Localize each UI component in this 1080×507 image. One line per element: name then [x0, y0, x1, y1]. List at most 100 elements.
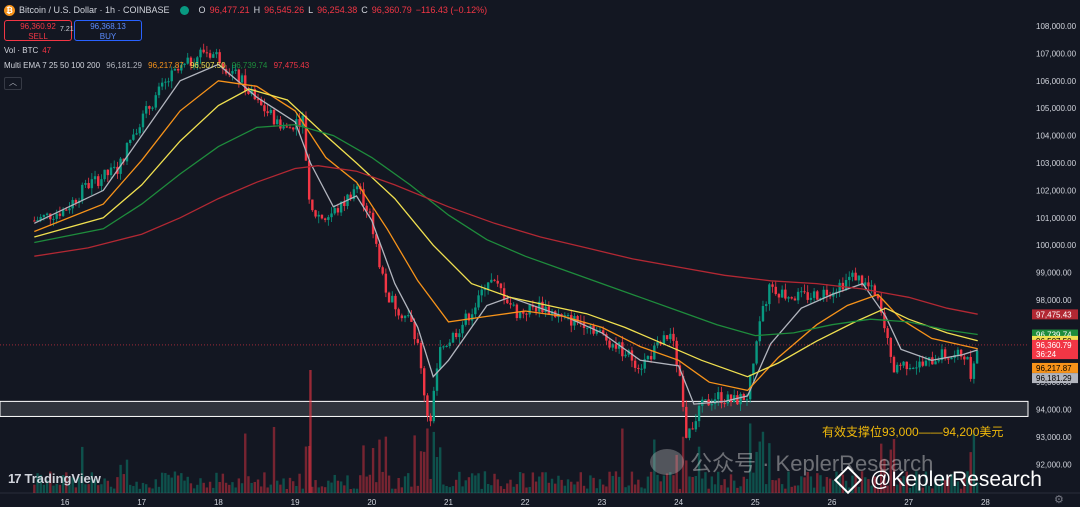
- candle-body: [764, 304, 768, 307]
- candle-body: [601, 330, 605, 335]
- volume-bar: [285, 488, 288, 493]
- volume-bar: [87, 484, 90, 493]
- volume-bar: [33, 484, 36, 493]
- candle-body: [822, 289, 825, 299]
- candle-body: [244, 75, 247, 91]
- candle-body: [570, 315, 573, 326]
- volume-bar: [279, 484, 282, 493]
- symbol-title[interactable]: Bitcoin / U.S. Dollar · 1h · COINBASE: [19, 5, 170, 15]
- candle-body: [381, 267, 384, 274]
- candle-body: [806, 292, 809, 300]
- candle-body: [157, 86, 161, 96]
- candle-body: [646, 356, 650, 360]
- volume-bar: [132, 486, 135, 493]
- volume-bar: [68, 484, 71, 493]
- volume-legend[interactable]: Vol · BTC 47: [4, 46, 51, 55]
- candle-body: [164, 81, 167, 83]
- candle-body: [595, 330, 598, 334]
- time-tick-label: 19: [291, 498, 300, 507]
- volume-bar: [806, 471, 809, 493]
- volume-bar: [915, 471, 918, 493]
- candle-body: [688, 428, 691, 438]
- volume-bar: [442, 484, 445, 493]
- candle-body: [947, 358, 950, 360]
- ema200-value: 97,475.43: [273, 61, 310, 70]
- price-tick-label: 105,000.00: [1036, 104, 1077, 113]
- volume-bar: [263, 472, 266, 493]
- candle-body: [752, 363, 755, 375]
- volume-bar: [490, 485, 493, 493]
- candle-body: [352, 189, 356, 200]
- candle-body: [173, 68, 177, 71]
- volume-bar: [876, 487, 880, 493]
- candle-body: [93, 176, 97, 180]
- volume-bar: [45, 480, 49, 493]
- collapse-legend-icon[interactable]: ︿: [4, 77, 22, 90]
- volume-bar: [851, 475, 854, 493]
- volume-bar: [793, 485, 797, 493]
- candle-body: [515, 304, 519, 319]
- volume-bar: [710, 476, 714, 493]
- candle-body: [975, 350, 979, 364]
- candle-body: [304, 115, 308, 161]
- volume-bar: [854, 474, 857, 493]
- candle-body: [288, 127, 292, 129]
- settings-gear-icon[interactable]: ⚙: [1054, 494, 1064, 506]
- candle-body: [895, 364, 899, 373]
- price-label: 96,360.79: [1036, 341, 1072, 350]
- ema-line-ema7: [34, 63, 978, 405]
- volume-bar: [720, 485, 723, 493]
- candle-body: [410, 315, 413, 322]
- volume-bar: [231, 482, 234, 493]
- volume-bar: [723, 479, 726, 493]
- volume-bar: [585, 488, 589, 493]
- volume-bar: [975, 482, 979, 493]
- volume-bar: [186, 476, 189, 493]
- volume-bar: [291, 481, 295, 493]
- candle-body: [493, 279, 496, 281]
- volume-bar: [966, 471, 969, 493]
- candle-body: [915, 367, 918, 369]
- buy-button[interactable]: 96,368.13 BUY: [74, 20, 142, 41]
- volume-bar: [595, 488, 598, 493]
- candle-body: [256, 99, 260, 101]
- sell-button[interactable]: 96,360.92 SELL: [4, 20, 72, 41]
- candle-body: [320, 214, 324, 219]
- volume-bar: [512, 486, 515, 493]
- volume-bar: [812, 487, 816, 493]
- candle-body: [250, 89, 253, 94]
- volume-bar: [199, 478, 202, 493]
- candle-body: [269, 109, 273, 114]
- volume-bar: [106, 480, 110, 493]
- candle-body: [317, 214, 320, 217]
- candle-body: [662, 335, 666, 345]
- ema-line-ema25: [34, 80, 978, 392]
- tradingview-mark-icon: 17: [8, 471, 22, 486]
- ema-legend[interactable]: Multi EMA 7 25 50 100 200 96,181.29 96,2…: [4, 61, 313, 70]
- candle-body: [477, 295, 480, 308]
- candle-body: [908, 367, 912, 370]
- volume-bar: [84, 484, 87, 493]
- volume-bar: [499, 486, 503, 493]
- time-tick-label: 22: [521, 498, 530, 507]
- candle-body: [710, 404, 714, 406]
- candle-body: [266, 111, 269, 114]
- support-annotation: 有效支撑位93,000——94,200美元: [822, 425, 1004, 439]
- volume-bar: [908, 487, 912, 493]
- candle-body: [55, 213, 58, 219]
- candle-body: [803, 291, 806, 293]
- volume-bar: [135, 481, 138, 493]
- candle-body: [669, 333, 672, 340]
- candle-body: [605, 334, 608, 341]
- volume-bar: [745, 478, 749, 493]
- volume-bar: [736, 487, 739, 493]
- candle-body: [768, 284, 771, 305]
- price-tick-label: 93,000.00: [1036, 433, 1072, 442]
- market-open-icon: [179, 5, 189, 15]
- candle-body: [889, 338, 893, 357]
- candle-body: [589, 325, 592, 328]
- candle-body: [394, 295, 397, 310]
- tradingview-logo[interactable]: 17 TradingView: [8, 471, 101, 486]
- volume-bar: [467, 477, 471, 493]
